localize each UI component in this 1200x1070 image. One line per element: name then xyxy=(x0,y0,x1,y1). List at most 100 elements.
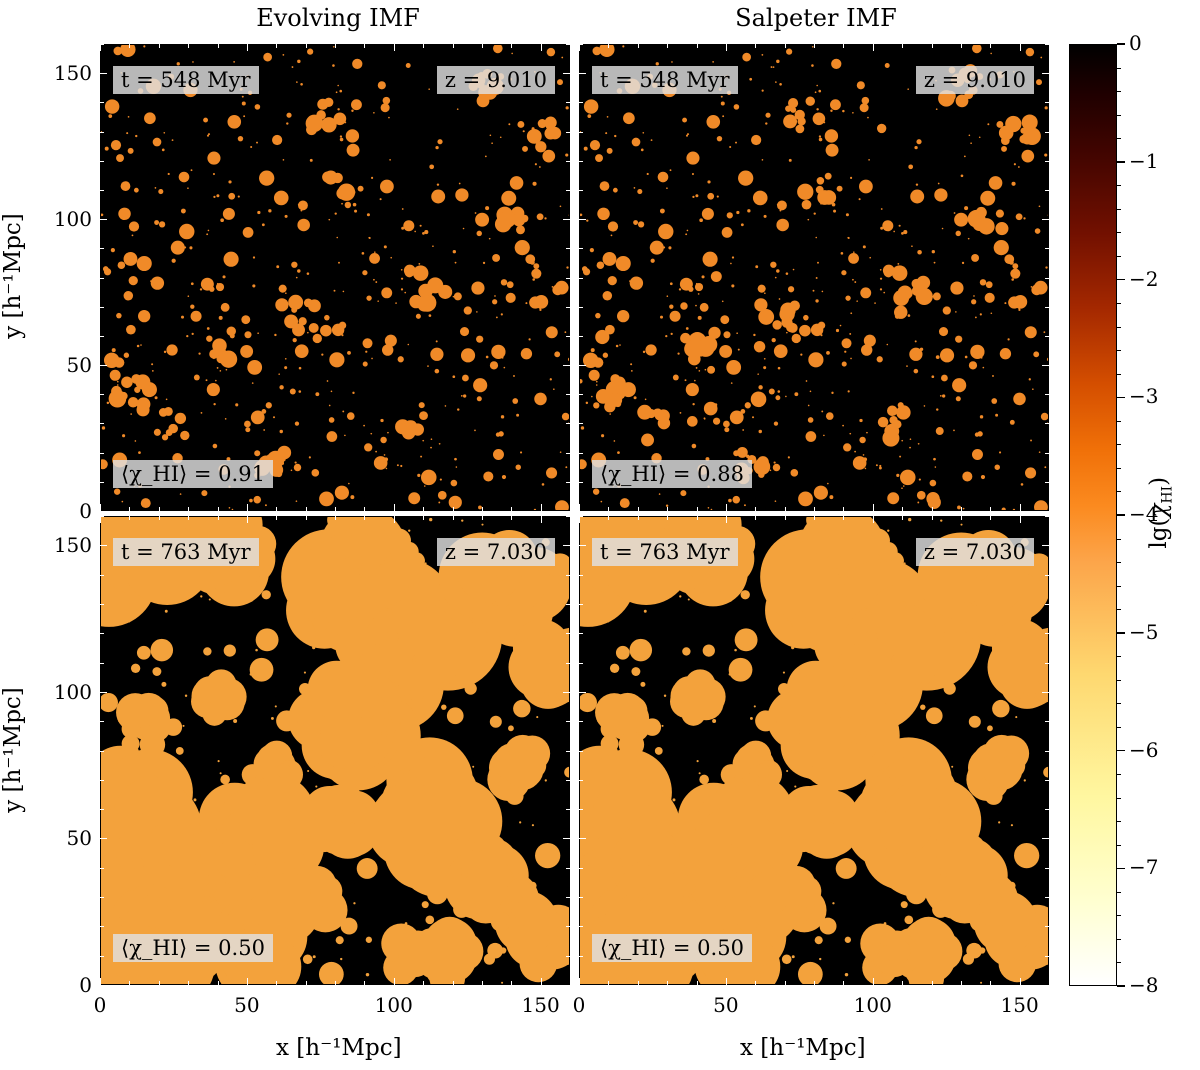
y-tick-mark-right xyxy=(1045,277,1049,279)
colorbar-minor-tick xyxy=(1117,91,1121,93)
x-tick-mark-top xyxy=(217,44,219,48)
x-tick-label: 50 xyxy=(234,993,260,1017)
col-title-evolving: Evolving IMF xyxy=(256,4,420,32)
y-tick-label: 150 xyxy=(53,533,92,558)
x-tick-mark-top xyxy=(423,516,425,520)
y-tick-mark xyxy=(100,306,104,308)
x-tick-mark-top xyxy=(452,44,454,48)
y-tick-mark xyxy=(100,603,104,605)
y-tick-mark xyxy=(100,131,104,133)
heatmap-panel-bottom-left: t = 763 Myr z = 7.030 ⟨χ_HI⟩ = 0.50 xyxy=(100,516,570,985)
colorbar-minor-tick xyxy=(1117,185,1121,187)
x-tick-mark-top xyxy=(990,516,992,520)
y-tick-mark xyxy=(100,955,104,957)
y-tick-mark xyxy=(579,365,586,367)
y-tick-mark xyxy=(100,365,107,367)
y-tick-mark xyxy=(579,662,583,664)
x-tick-mark-top xyxy=(902,516,904,520)
mean-xhi-label: ⟨χ_HI⟩ = 0.91 xyxy=(113,460,273,488)
y-axis-label-top: y [h⁻¹Mpc] xyxy=(0,213,26,339)
y-tick-mark-right xyxy=(563,511,570,512)
y-tick-mark xyxy=(100,926,104,928)
colorbar-minor-tick xyxy=(1117,726,1121,728)
y-tick-mark xyxy=(100,189,104,191)
y-tick-mark-right xyxy=(1045,955,1049,957)
y-tick-mark-right xyxy=(1045,452,1049,454)
x-tick-mark xyxy=(608,507,610,511)
y-tick-mark xyxy=(579,335,583,337)
x-tick-mark-top xyxy=(960,516,962,520)
y-tick-mark xyxy=(579,809,583,811)
colorbar-minor-tick xyxy=(1117,420,1121,422)
x-tick-mark xyxy=(335,981,336,985)
x-tick-mark-top xyxy=(814,44,815,48)
x-tick-mark xyxy=(276,981,278,985)
x-tick-mark-top xyxy=(364,44,366,48)
y-tick-mark xyxy=(100,102,104,104)
mean-xhi-label: ⟨χ_HI⟩ = 0.50 xyxy=(592,934,752,962)
y-tick-mark xyxy=(579,574,583,576)
y-tick-mark-right xyxy=(1045,603,1049,605)
y-tick-mark-right xyxy=(1042,511,1049,512)
y-tick-mark xyxy=(579,394,583,396)
colorbar xyxy=(1069,44,1117,986)
colorbar-minor-tick xyxy=(1117,114,1121,116)
y-tick-mark-right xyxy=(566,750,570,752)
x-tick-mark xyxy=(305,507,307,511)
x-tick-mark-top xyxy=(217,516,219,520)
x-tick-label: 150 xyxy=(521,993,560,1017)
y-tick-mark xyxy=(100,662,104,664)
colorbar-label: lg(χHI) xyxy=(1146,476,1176,549)
y-tick-mark-right xyxy=(1045,926,1049,928)
x-tick-mark xyxy=(481,981,483,985)
y-tick-mark xyxy=(579,985,586,986)
colorbar-minor-tick xyxy=(1117,703,1121,705)
y-tick-mark xyxy=(100,511,107,512)
y-tick-mark xyxy=(579,160,583,162)
x-tick-mark-top xyxy=(902,44,904,48)
y-tick-mark-right xyxy=(566,574,570,576)
x-tick-label: 50 xyxy=(713,993,739,1017)
x-tick-mark-top xyxy=(305,44,307,48)
y-tick-mark-right xyxy=(563,365,570,367)
colorbar-minor-tick xyxy=(1117,67,1121,69)
colorbar-tick-mark xyxy=(1117,632,1125,634)
y-tick-mark xyxy=(100,335,104,337)
colorbar-tick-label: −7 xyxy=(1129,855,1159,880)
x-tick-mark xyxy=(158,507,160,511)
colorbar-tick-mark xyxy=(1117,514,1125,516)
y-tick-mark-right xyxy=(566,926,570,928)
x-tick-mark xyxy=(1049,507,1050,511)
y-tick-mark xyxy=(100,838,107,840)
x-tick-mark-top xyxy=(696,516,698,520)
x-tick-mark-top xyxy=(511,516,513,520)
x-tick-mark-top xyxy=(540,44,542,51)
y-tick-mark xyxy=(100,691,107,693)
y-tick-mark xyxy=(100,545,107,547)
y-tick-mark xyxy=(100,277,104,279)
x-tick-mark xyxy=(188,507,190,511)
y-tick-mark xyxy=(100,897,104,899)
y-tick-mark-right xyxy=(566,335,570,337)
x-tick-mark-top xyxy=(393,44,395,51)
y-tick-mark-right xyxy=(566,603,570,605)
colorbar-tick-mark xyxy=(1117,985,1125,987)
x-tick-mark-top xyxy=(246,516,248,523)
y-tick-mark xyxy=(579,691,586,693)
redshift-label: z = 7.030 xyxy=(915,538,1034,566)
y-tick-mark xyxy=(100,44,104,45)
x-tick-mark-top xyxy=(246,44,248,51)
y-tick-mark xyxy=(100,481,104,483)
y-tick-mark xyxy=(100,779,104,781)
colorbar-tick-label: −2 xyxy=(1129,266,1159,291)
x-tick-mark-top xyxy=(579,44,580,51)
y-tick-mark-right xyxy=(563,73,570,75)
x-tick-mark-top xyxy=(784,44,786,48)
x-tick-mark xyxy=(217,981,219,985)
heatmap-panel-top-right: t = 548 Myr z = 9.010 ⟨χ_HI⟩ = 0.88 xyxy=(579,44,1049,511)
y-tick-mark xyxy=(579,481,583,483)
y-tick-mark-right xyxy=(1045,131,1049,133)
x-tick-mark xyxy=(667,507,669,511)
x-tick-mark xyxy=(364,507,366,511)
y-tick-mark xyxy=(579,545,586,547)
